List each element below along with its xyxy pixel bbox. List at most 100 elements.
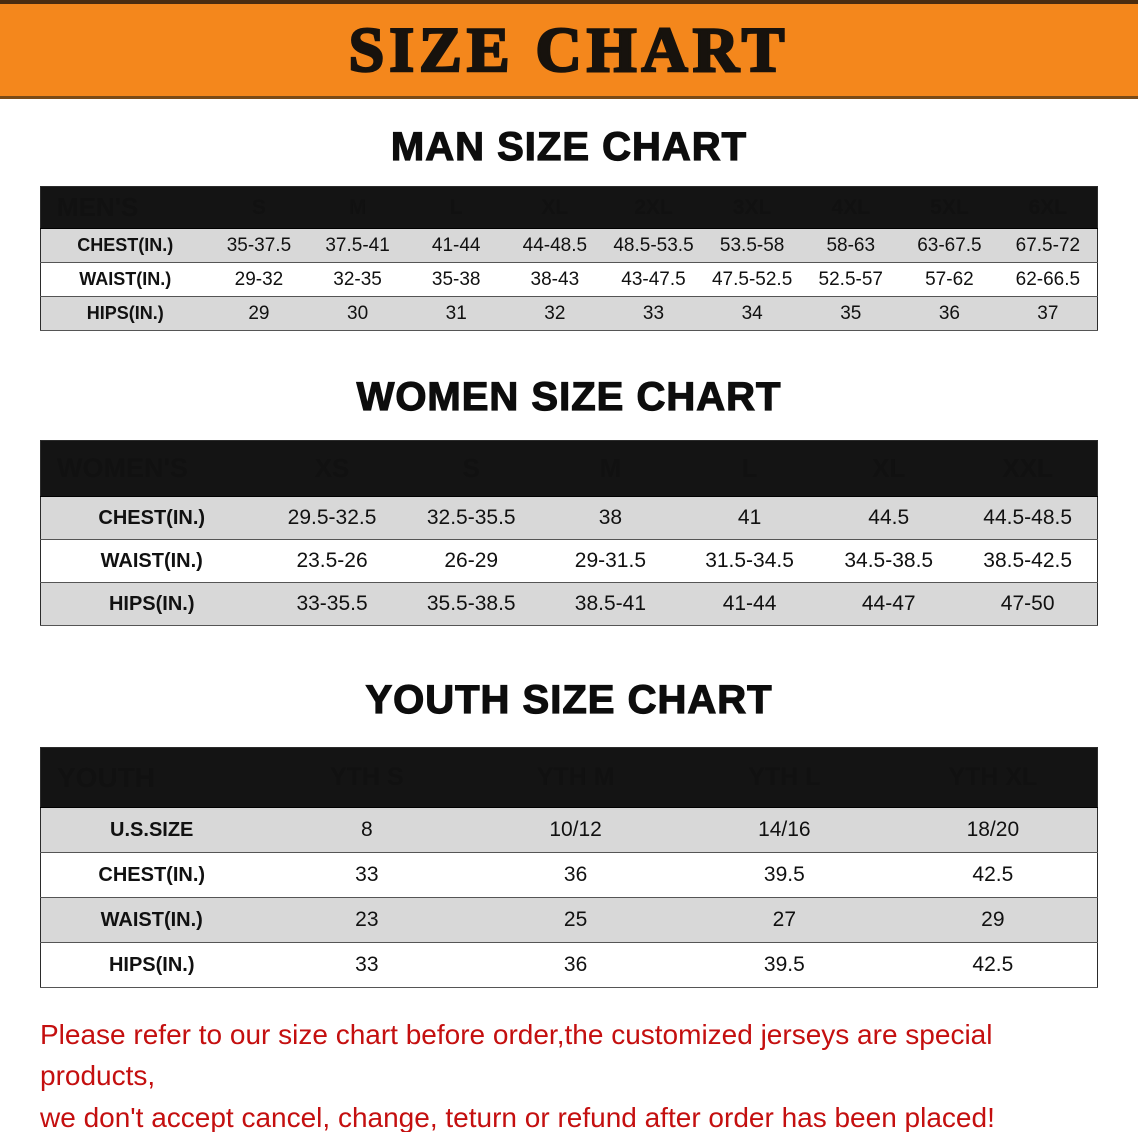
size-value: 33 [355,953,379,976]
size-value: 42.5 [972,863,1014,886]
size-value: 41 [737,506,762,529]
table-header-row: MEN'S S M L XL 2XL 3XL 4XL 5XL 6XL [40,186,1098,229]
size-value: 23 [355,908,379,931]
table-row: HIPS(IN.) 33 36 39.5 42.5 [40,942,1098,988]
size-value: 34.5-38.5 [844,549,934,572]
size-value: 38-43 [530,268,580,290]
size-table: YOUTH YTH S YTH M YTH L YTH XL U.S.SIZE 8 10/12… [40,747,1098,988]
size-value: 44.5-48.5 [983,506,1073,529]
table-row: WAIST(IN.) 23.5-26 26-29 29-31.5 31.5-34.5 34… [40,539,1098,583]
size-value: 8 [361,818,373,841]
size-value: 36 [563,863,588,886]
column-header: 3XL [702,186,802,229]
column-header: YTH L [679,747,889,808]
size-value: 44-48.5 [522,234,588,256]
table-row: WAIST(IN.) 29-32 32-35 35-38 38-43 43-47.5 47.… [40,262,1098,297]
size-value: 41-44 [431,234,481,256]
size-value: 35.5-38.5 [426,592,516,615]
size-table: MEN'S S M L XL 2XL 3XL 4XL 5XL 6XL CHEST(IN.) 35-37… [40,186,1098,331]
size-value: 35-37.5 [226,234,292,256]
table-row: HIPS(IN.) 29 30 31 32 33 34 35 36 37 [40,296,1098,331]
table-row: CHEST(IN.) 33 36 39.5 42.5 [40,852,1098,898]
column-header: YTH S [262,747,472,808]
column-header: 6XL [998,186,1098,229]
size-value: 44.5 [868,506,910,529]
size-section: WOMEN SIZE CHART WOMEN'S XS S M L XL XXL CHEST(I… [0,374,1138,626]
size-value: 10/12 [549,818,602,841]
size-value: 32 [544,302,566,324]
size-value: 26-29 [444,549,499,572]
size-value: 29 [248,302,270,324]
size-value: 47-50 [1000,592,1055,615]
charts-container: MAN SIZE CHART MEN'S S M L XL 2XL 3XL 4XL 5XL 6XL C… [0,124,1138,988]
table-row: CHEST(IN.) 29.5-32.5 32.5-35.5 38 41 44.5 44.5… [40,496,1098,540]
size-value: 27 [772,908,797,931]
size-value: 36 [563,953,588,976]
banner: SIZE CHART [0,0,1138,99]
row-label: WAIST(IN.) [100,908,203,931]
size-value: 53.5-58 [719,234,785,256]
disclaimer-line-2: we don't accept cancel, change, teturn o… [40,1101,995,1132]
size-value: 33-35.5 [296,592,368,615]
row-label: CHEST(IN.) [98,863,206,886]
column-header: M [308,186,407,229]
size-value: 43-47.5 [621,268,686,290]
size-value: 42.5 [972,953,1014,976]
row-label: CHEST(IN.) [98,506,206,529]
column-header: XL [505,186,605,229]
size-value: 35-38 [431,268,481,290]
size-value: 33 [355,863,379,886]
size-value: 37 [1037,302,1059,324]
size-value: 18/20 [966,818,1020,841]
size-value: 58-63 [826,234,876,256]
size-value: 32-35 [333,268,382,290]
size-value: 38.5-42.5 [983,549,1073,572]
size-value: 29-32 [234,268,284,290]
row-label: WAIST(IN.) [100,549,203,572]
size-value: 39.5 [763,953,805,976]
table-title-cell: WOMEN'S [40,440,263,497]
size-value: 33 [642,302,665,324]
size-value: 44-47 [861,592,916,615]
table-row: U.S.SIZE 8 10/12 14/16 18/20 [40,807,1098,853]
size-value: 47.5-52.5 [711,268,793,290]
table-row: WAIST(IN.) 23 25 27 29 [40,897,1098,943]
table-title-cell: YOUTH [40,747,263,808]
row-label: WAIST(IN.) [79,269,172,289]
size-value: 41-44 [722,592,777,615]
size-section: YOUTH SIZE CHART YOUTH YTH S YTH M YTH L YTH … [0,677,1138,988]
table-header-row: WOMEN'S XS S M L XL XXL [40,440,1098,497]
size-value: 38.5-41 [574,592,647,615]
size-value: 34 [741,302,763,324]
size-value: 36 [938,302,960,324]
column-header: 4XL [801,186,901,229]
row-label: HIPS(IN.) [108,592,195,615]
size-value: 29 [981,908,1005,931]
size-value: 57-62 [925,268,974,290]
size-value: 25 [563,908,588,931]
column-header: YTH XL [888,747,1098,808]
row-label: CHEST(IN.) [77,235,174,255]
size-value: 23.5-26 [296,549,368,572]
column-header: 5XL [900,186,999,229]
column-header: L [679,440,820,497]
section-heading: WOMEN SIZE CHART [356,374,782,419]
column-header: XS [262,440,402,497]
size-value: 39.5 [763,863,805,886]
size-value: 48.5-53.5 [613,234,694,256]
section-heading: YOUTH SIZE CHART [365,677,773,722]
column-header: S [209,186,309,229]
size-value: 31.5-34.5 [705,549,794,572]
size-value: 62-66.5 [1015,268,1081,290]
row-label: HIPS(IN.) [86,303,164,323]
table-row: CHEST(IN.) 35-37.5 37.5-41 41-44 44-48.5 48.5… [40,228,1098,263]
section-heading: MAN SIZE CHART [390,124,748,169]
row-label: HIPS(IN.) [108,953,195,976]
disclaimer-line-1: Please refer to our size chart before or… [40,1019,993,1092]
size-value: 67.5-72 [1015,234,1081,256]
column-header: XL [819,440,959,497]
size-value: 14/16 [758,818,811,841]
size-value: 63-67.5 [917,234,982,256]
column-header: L [406,186,506,229]
